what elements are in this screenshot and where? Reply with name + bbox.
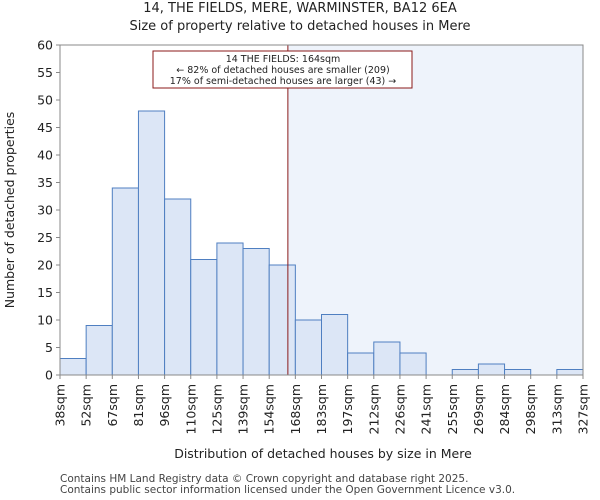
x-tick-label: 327sqm <box>576 384 591 434</box>
x-tick-label: 81sqm <box>131 384 146 427</box>
bar-67sqm <box>111 187 139 376</box>
y-tick-label: 50 <box>37 93 53 108</box>
bar-212sqm <box>373 341 401 376</box>
y-tick-label: 5 <box>45 340 53 355</box>
y-tick-label: 60 <box>37 38 53 53</box>
x-tick-label: 125sqm <box>209 384 224 434</box>
bar-269sqm <box>477 363 506 376</box>
bar-255sqm <box>451 369 479 376</box>
bar-52sqm <box>85 325 113 376</box>
y-tick-label: 35 <box>37 175 53 190</box>
y-axis-label: Number of detached properties <box>2 112 17 309</box>
bar-81sqm <box>137 110 166 376</box>
x-tick-label: 183sqm <box>314 384 329 434</box>
footer-copyright: Contains HM Land Registry data © Crown c… <box>60 473 469 485</box>
x-tick-label: 67sqm <box>105 384 120 427</box>
bar-168sqm <box>294 319 323 376</box>
x-tick-label: 154sqm <box>262 384 277 434</box>
annotation-box <box>152 50 413 89</box>
bar-313sqm <box>556 369 584 376</box>
x-tick-label: 255sqm <box>445 384 460 434</box>
x-tick-label: 269sqm <box>471 384 486 434</box>
chart-subtitle: Size of property relative to detached ho… <box>129 19 471 34</box>
x-tick-label: 197sqm <box>340 384 355 434</box>
x-tick-label: 139sqm <box>236 384 251 434</box>
x-tick-label: 226sqm <box>392 384 407 434</box>
x-tick-label: 168sqm <box>288 384 303 434</box>
chart-title: 14, THE FIELDS, MERE, WARMINSTER, BA12 6… <box>143 1 457 16</box>
bar-154sqm <box>268 264 296 376</box>
bar-125sqm <box>216 242 244 376</box>
y-tick-label: 0 <box>45 368 53 383</box>
annotation-line-1: 14 THE FIELDS: 164sqm <box>226 54 341 65</box>
x-axis-label: Distribution of detached houses by size … <box>174 446 472 461</box>
bar-38sqm <box>59 358 87 376</box>
annotation-line-2: ← 82% of detached houses are smaller (20… <box>176 65 389 76</box>
property-annotation: 14 THE FIELDS: 164sqm ← 82% of detached … <box>152 50 413 89</box>
y-tick-label: 45 <box>37 120 53 135</box>
x-tick-label: 52sqm <box>79 384 94 427</box>
bar-139sqm <box>242 248 270 376</box>
y-tick-label: 40 <box>37 148 53 163</box>
bar-110sqm <box>190 259 218 376</box>
bar-197sqm <box>347 352 375 376</box>
bar-226sqm <box>399 352 427 376</box>
y-tick-label: 25 <box>37 230 53 245</box>
annotation-line-3: 17% of semi-detached houses are larger (… <box>170 76 397 87</box>
x-tick-label: 110sqm <box>183 384 198 434</box>
footer-licence: Contains public sector information licen… <box>60 484 516 496</box>
x-tick-label: 212sqm <box>366 384 381 434</box>
x-tick-label: 96sqm <box>157 384 172 427</box>
x-tick-label: 313sqm <box>549 384 564 434</box>
y-tick-label: 20 <box>37 258 53 273</box>
x-tick-label: 241sqm <box>419 384 434 434</box>
y-tick-label: 10 <box>37 313 53 328</box>
y-tick-label: 30 <box>37 203 53 218</box>
x-tick-label: 284sqm <box>497 384 512 434</box>
bar-183sqm <box>321 314 349 376</box>
bar-284sqm <box>504 369 532 376</box>
y-tick-label: 15 <box>37 285 53 300</box>
y-tick-label: 55 <box>37 65 53 80</box>
x-tick-label: 298sqm <box>523 384 538 434</box>
bar-96sqm <box>164 198 192 376</box>
x-tick-label: 38sqm <box>53 384 68 427</box>
